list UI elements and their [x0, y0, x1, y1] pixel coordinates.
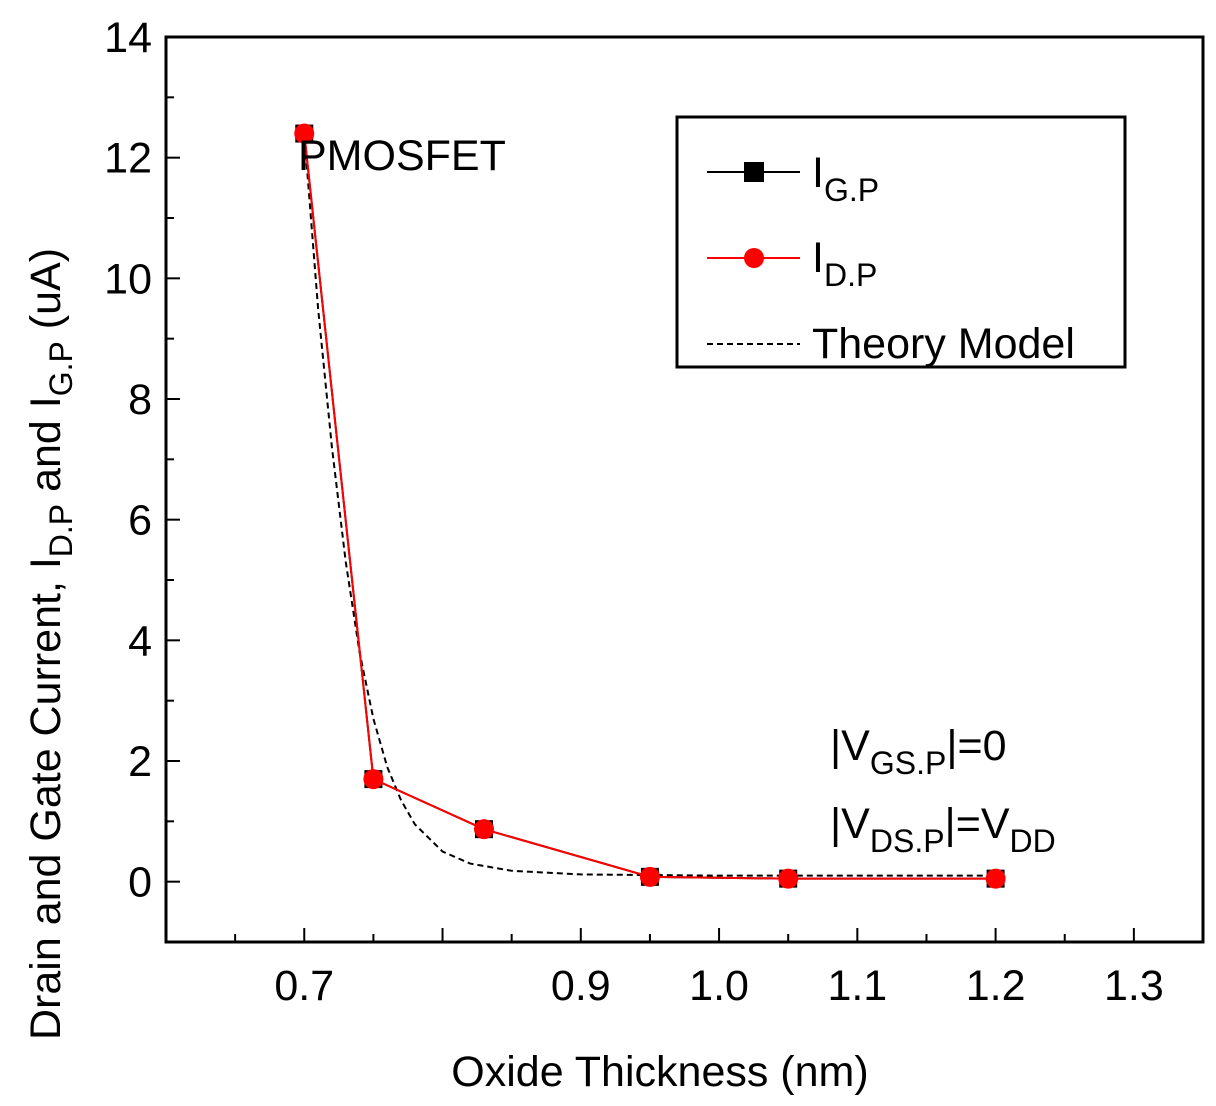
x-tick-labels: 0.7 0.9 1.0 1.1 1.2 1.3 [274, 962, 1163, 1010]
series-idp-line [303, 133, 996, 880]
y-tick-label: 2 [128, 738, 152, 786]
y-axis-title-prefix: Drain and Gate Current, I [22, 557, 70, 1040]
series-theory-model-line [303, 133, 996, 877]
legend-igp-marker [744, 162, 764, 182]
x-tick-label: 1.2 [966, 962, 1026, 1010]
y-axis-title-suffix: (uA) [22, 248, 70, 341]
x-tick-label: 1.3 [1104, 962, 1164, 1010]
y-tick-labels: 0 2 4 6 8 10 12 14 [104, 14, 152, 907]
series-idp-point [363, 769, 384, 790]
y-tick-label: 14 [104, 14, 152, 62]
legend-idp-label: ID.P [812, 234, 877, 293]
y-axis-title-mid: and I [22, 396, 70, 504]
y-tick-label: 12 [104, 135, 152, 183]
y-tick-label: 4 [128, 617, 152, 665]
x-tick-label: 0.9 [551, 962, 611, 1010]
x-tick-label: 0.7 [274, 962, 334, 1010]
legend-box [675, 115, 1127, 369]
legend-theory-label: Theory Model [812, 320, 1075, 368]
vgs-annotation: |VGS.P|=0 [830, 722, 1007, 781]
series-idp-point [985, 868, 1006, 889]
x-tick-label: 1.0 [689, 962, 749, 1010]
series-idp-point [294, 123, 315, 144]
series-idp-point [639, 866, 660, 887]
series-idp-point [778, 868, 799, 889]
y-tick-label: 6 [128, 497, 152, 545]
y-axis-title-sub2: G.P [43, 341, 79, 396]
legend: IG.P ID.P Theory Model [675, 115, 1127, 369]
y-tick-label: 8 [128, 376, 152, 424]
plot-frame [164, 35, 1205, 944]
y-tick-label: 10 [104, 255, 152, 303]
device-label: PMOSFET [298, 132, 506, 180]
series-layer [294, 123, 1006, 889]
y-axis-title: Drain and Gate Current, ID.P and IG.P (u… [22, 248, 79, 1040]
legend-igp-label: IG.P [812, 149, 879, 208]
y-axis-title-sub1: D.P [43, 504, 79, 557]
x-axis-title: Oxide Thickness (nm) [451, 1048, 868, 1096]
vds-annotation: |VDS.P|=VDD [830, 800, 1056, 859]
x-tick-label: 1.1 [827, 962, 887, 1010]
y-tick-label: 0 [128, 859, 152, 907]
axis-ticks [166, 36, 1135, 943]
series-idp-point [474, 819, 495, 840]
legend-idp-marker [744, 248, 764, 268]
